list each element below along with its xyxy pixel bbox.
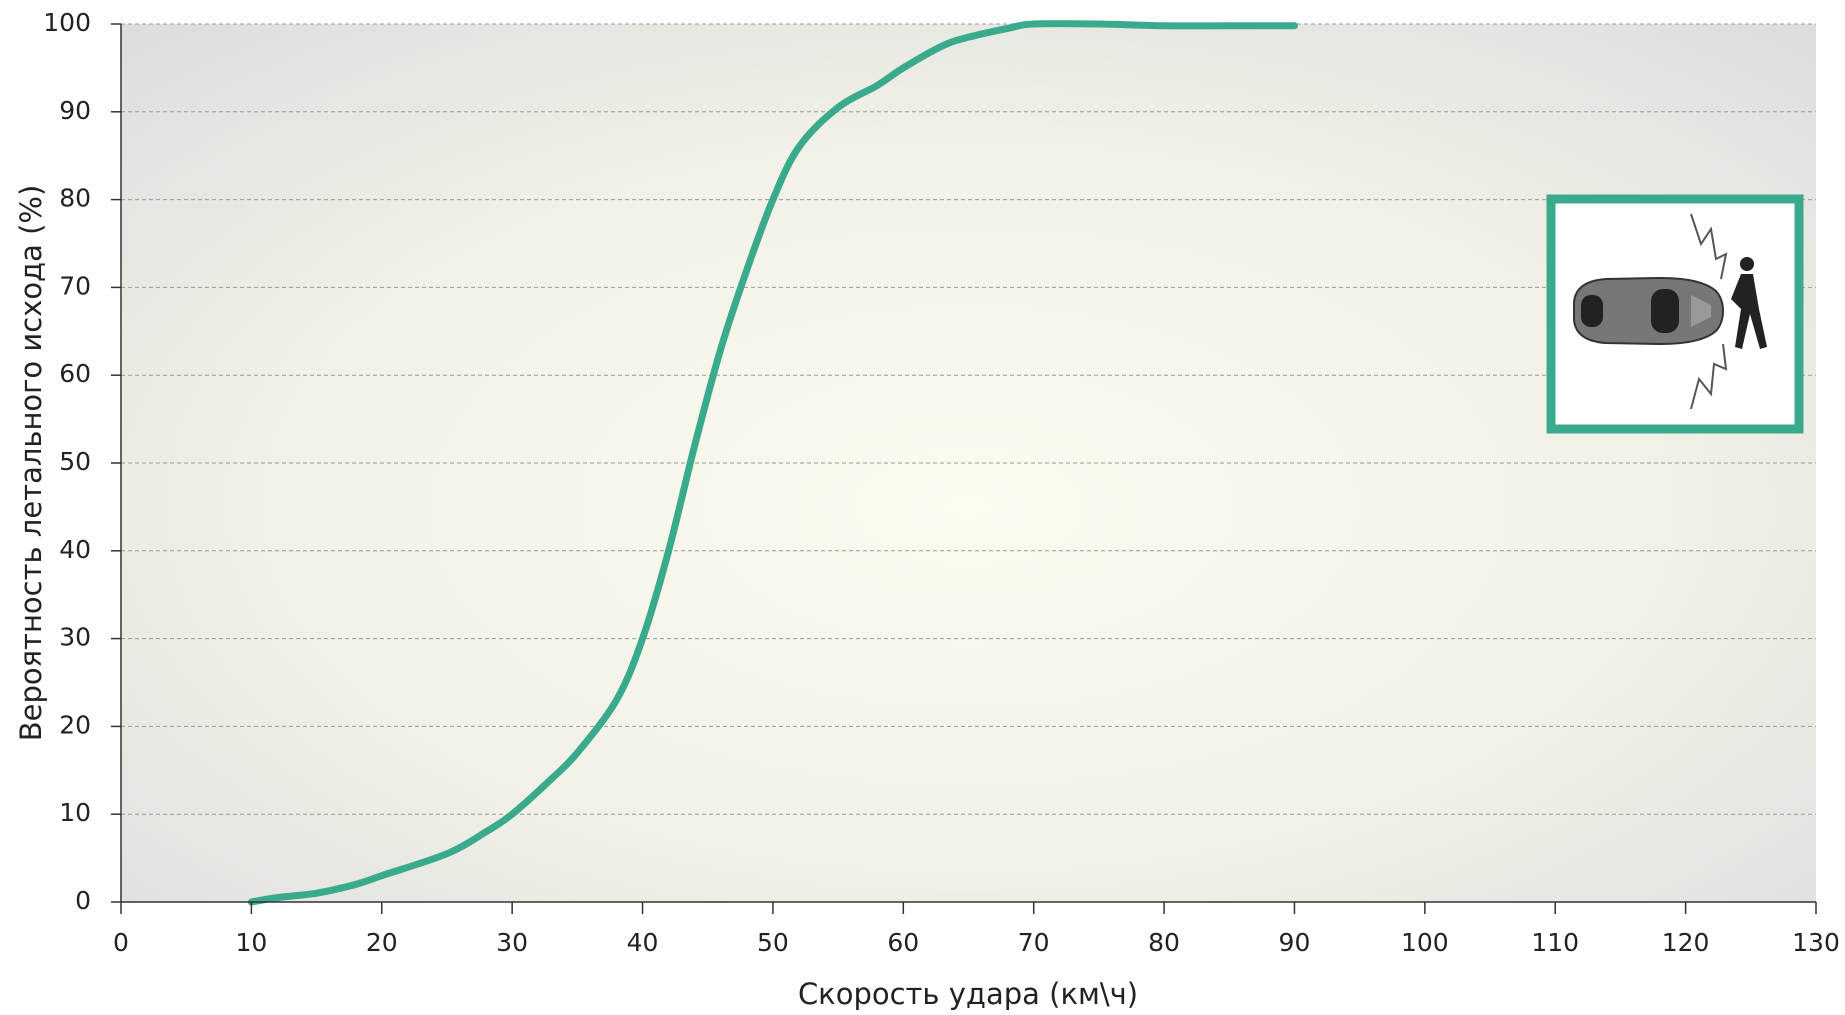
x-tick-label: 50 [757,928,789,957]
y-axis-title: Вероятность летального исхода (%) [14,185,48,742]
x-tick-label: 90 [1279,928,1311,957]
y-tick-label: 60 [59,359,91,388]
x-tick-label: 30 [496,928,528,957]
line [247,20,1298,906]
y-tick-label: 0 [75,886,91,915]
y-tick-label: 100 [43,8,91,37]
y-tick-label: 30 [59,623,91,652]
x-tick-label: 70 [1018,928,1050,957]
y-tick-label: 50 [59,447,91,476]
x-tick-label: 40 [627,928,659,957]
y-tick-label: 80 [59,184,91,213]
x-axis-title: Скорость удара (км\ч) [798,977,1138,1011]
y-tick-label: 90 [59,96,91,125]
x-tick-label: 110 [1531,928,1579,957]
x-tick-label: 130 [1792,928,1840,957]
x-tick-label: 120 [1662,928,1710,957]
y-tick-label: 20 [59,710,91,739]
y-tick-label: 10 [59,798,91,827]
x-tick-label: 100 [1401,928,1449,957]
x-tick-label: 60 [887,928,919,957]
y-tick-label: 70 [59,271,91,300]
x-tick-label: 20 [366,928,398,957]
x-tick-label: 0 [113,928,129,957]
x-tick-label: 10 [235,928,267,957]
collision-icon [1546,194,1804,434]
y-tick-label: 40 [59,535,91,564]
marks [247,20,1298,906]
x-tick-label: 80 [1148,928,1180,957]
